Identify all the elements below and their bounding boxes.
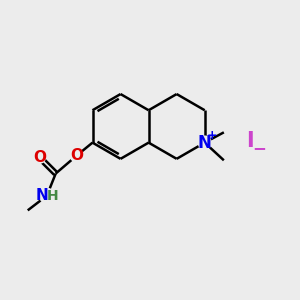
Text: N: N	[198, 134, 212, 152]
Text: O: O	[70, 148, 83, 164]
Text: +: +	[207, 129, 218, 142]
Text: O: O	[33, 150, 46, 165]
Circle shape	[40, 188, 54, 203]
Circle shape	[198, 136, 211, 149]
Text: H: H	[47, 189, 58, 202]
Text: I: I	[246, 131, 254, 151]
Circle shape	[34, 152, 45, 163]
Text: N: N	[36, 188, 49, 203]
Circle shape	[70, 150, 82, 162]
Text: −: −	[253, 140, 266, 158]
